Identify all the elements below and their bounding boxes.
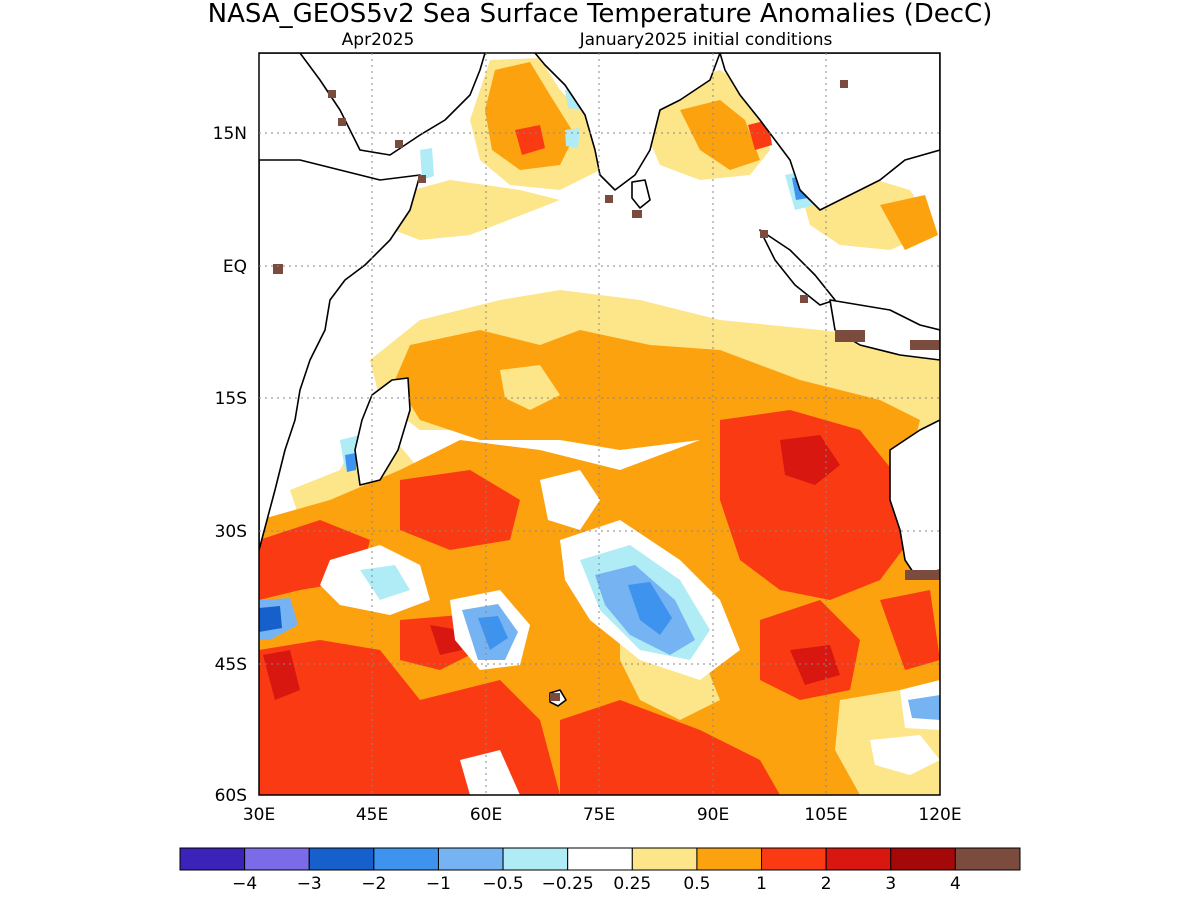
lat-label-60s: 60S xyxy=(215,786,247,806)
colorbar-label-4: −0.5 xyxy=(482,874,523,894)
coastal-mask-pixels xyxy=(273,80,940,701)
sri-lanka xyxy=(631,179,651,209)
lon-label-30e: 30E xyxy=(243,805,275,825)
india-landmass xyxy=(534,53,721,191)
anomaly-field-cool xyxy=(259,88,940,795)
colorbar-swatch-8 xyxy=(696,847,763,871)
forecast-month-label: Apr2025 xyxy=(342,30,415,50)
colorbar-swatch-12 xyxy=(954,847,1021,871)
lat-label-15s: 15S xyxy=(215,389,247,409)
lon-label-120e: 120E xyxy=(918,805,961,825)
latitude-axis: 15N EQ 15S 30S 45S 60S xyxy=(213,124,247,806)
colorbar-label-1: −3 xyxy=(297,874,322,894)
colorbar-swatch-7 xyxy=(631,847,698,871)
colorbar-swatch-5 xyxy=(502,847,569,871)
lon-label-60e: 60E xyxy=(470,805,502,825)
land-masses xyxy=(259,53,940,707)
madagascar xyxy=(354,377,411,486)
colorbar-label-0: −4 xyxy=(232,874,257,894)
colorbar-swatch-2 xyxy=(308,847,375,871)
colorbar-swatch-3 xyxy=(373,847,439,871)
lat-label-30s: 30S xyxy=(215,522,247,542)
africa-arabia-landmass xyxy=(259,53,486,156)
colorbar-swatch-10 xyxy=(825,847,892,871)
lat-label-15n: 15N xyxy=(213,124,247,144)
colorbar-legend: −4 −3 −2 −1 −0.5 −0.25 0.25 0.5 1 2 3 4 xyxy=(179,847,1021,894)
map-gridlines xyxy=(259,53,940,795)
colorbar-label-3: −1 xyxy=(426,874,451,894)
lon-label-75e: 75E xyxy=(583,805,615,825)
colorbar-swatch-0 xyxy=(179,847,246,871)
sumatra xyxy=(759,229,836,306)
colorbar-label-11: 4 xyxy=(950,874,961,894)
colorbar-swatch-1 xyxy=(244,847,310,871)
colorbar-label-2: −2 xyxy=(361,874,386,894)
lon-label-90e: 90E xyxy=(697,805,729,825)
lon-label-105e: 105E xyxy=(804,805,847,825)
map-panel xyxy=(259,53,940,795)
colorbar-label-10: 3 xyxy=(885,874,896,894)
map-title: NASA_GEOS5v2 Sea Surface Temperature Ano… xyxy=(208,0,993,29)
colorbar-label-9: 2 xyxy=(821,874,832,894)
longitude-axis: 30E 45E 60E 75E 90E 105E 120E xyxy=(243,805,962,825)
colorbar-label-8: 1 xyxy=(756,874,767,894)
colorbar-label-6: 0.25 xyxy=(613,874,651,894)
colorbar-label-7: 0.5 xyxy=(683,874,710,894)
colorbar-swatch-4 xyxy=(437,847,504,871)
colorbar-swatch-11 xyxy=(890,847,956,871)
lat-label-45s: 45S xyxy=(215,655,247,675)
colorbar-label-5: −0.25 xyxy=(542,874,594,894)
lon-label-45e: 45E xyxy=(356,805,388,825)
east-africa-coast xyxy=(259,159,421,551)
colorbar-swatch-9 xyxy=(761,847,827,871)
colorbar-swatch-6 xyxy=(567,847,633,871)
initial-conditions-label: January2025 initial conditions xyxy=(579,30,833,50)
lat-label-eq: EQ xyxy=(223,257,247,277)
southeast-asia-landmass xyxy=(719,53,940,211)
